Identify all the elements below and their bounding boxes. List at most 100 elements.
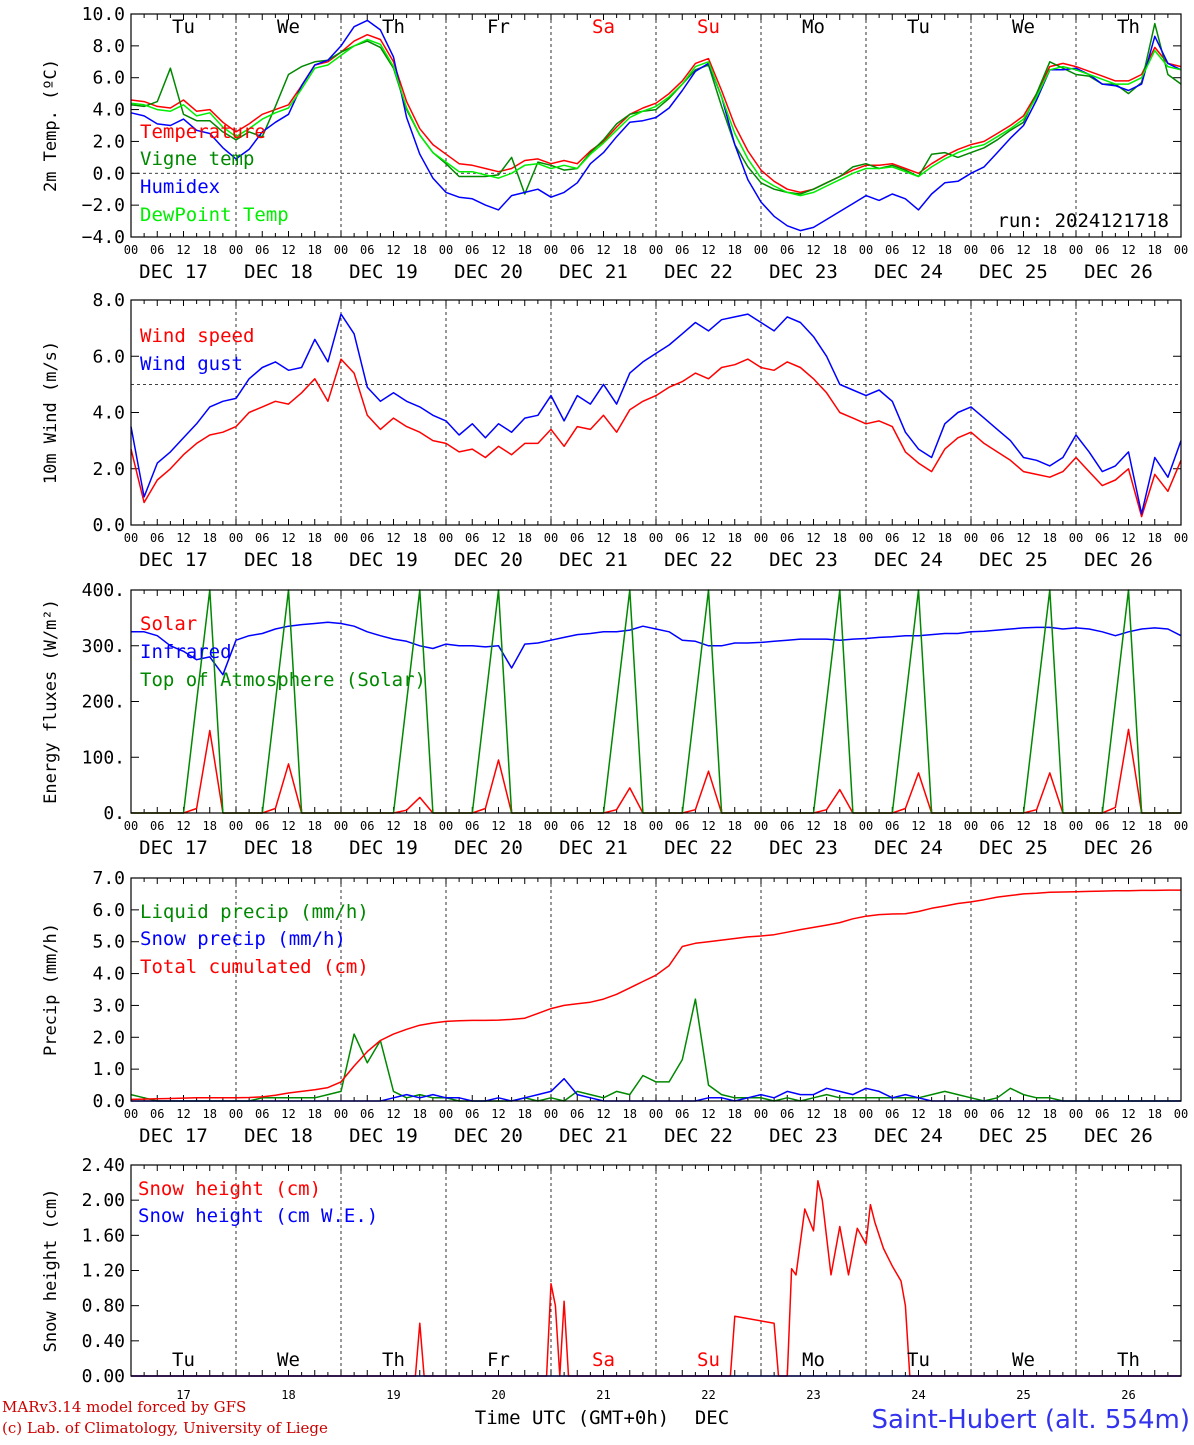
- x-hour-label: 18: [1043, 531, 1057, 545]
- x-day-number: 20: [491, 1388, 505, 1402]
- x-hour-label: 18: [1148, 819, 1162, 833]
- x-date-label: DEC 20: [454, 837, 523, 859]
- series-line-precip-2: [130, 889, 1181, 1101]
- x-hour-label: 18: [308, 819, 322, 833]
- x-date-label: DEC 22: [664, 549, 733, 571]
- legend-wind-0: Wind speed: [140, 325, 254, 347]
- x-date-label: DEC 17: [139, 549, 208, 571]
- x-hour-label: 00: [439, 243, 453, 257]
- x-date-label: DEC 25: [979, 1125, 1048, 1147]
- x-hour-label: 18: [938, 819, 952, 833]
- x-hour-label: 06: [360, 531, 374, 545]
- legend-precip-2: Total cumulated (cm): [140, 956, 369, 978]
- plot-frame: [130, 877, 1182, 1102]
- x-hour-label: 18: [1148, 531, 1162, 545]
- x-hour-label: 18: [1043, 1107, 1057, 1121]
- series-line-wind-0: [130, 358, 1182, 518]
- x-day-number: 21: [596, 1388, 610, 1402]
- y-tick-label: 2.00: [82, 1190, 125, 1211]
- x-hour-label: 12: [386, 243, 400, 257]
- x-hour-label: 06: [675, 1107, 689, 1121]
- x-date-label: DEC 26: [1084, 1125, 1153, 1147]
- y-tick-label: 300.: [82, 636, 125, 657]
- x-hour-label: 00: [964, 1107, 978, 1121]
- panel-wind: 0.0 2.0 4.0 6.0 8.0 10m Wind (m/s) Wind speed W…: [41, 290, 1188, 571]
- x-hour-label: 18: [938, 531, 952, 545]
- x-hour-label: 06: [780, 243, 794, 257]
- x-day-number: 24: [911, 1388, 925, 1402]
- panel-energy: 0. 100. 200. 300. 400. Energy fluxes (W/m²) So…: [41, 580, 1188, 859]
- x-hour-label: 00: [964, 819, 978, 833]
- x-hour-label: 06: [885, 819, 899, 833]
- x-hour-label: 18: [728, 1107, 742, 1121]
- x-hour-label: 12: [701, 243, 715, 257]
- plot-frame: [130, 589, 1182, 814]
- x-hour-label: 12: [176, 819, 190, 833]
- x-date-label: DEC 21: [559, 837, 628, 859]
- x-hour-label: 18: [1148, 243, 1162, 257]
- plot-frame: [130, 299, 1182, 526]
- y-tick-label: 2.0: [92, 131, 125, 152]
- weekday-label: We: [277, 1349, 300, 1371]
- x-hour-label: 18: [308, 531, 322, 545]
- x-hour-label: 18: [938, 243, 952, 257]
- x-hour-label: 06: [1095, 243, 1109, 257]
- weekday-label: Mo: [802, 1349, 825, 1371]
- x-hour-label: 12: [806, 243, 820, 257]
- x-date-label: DEC 21: [559, 1125, 628, 1147]
- x-hour-label: 00: [544, 243, 558, 257]
- x-hour-label: 12: [1121, 819, 1135, 833]
- series-line-snow-0: [131, 1180, 1181, 1377]
- legend-energy-1: Infrared: [140, 641, 232, 663]
- x-date-label: DEC 18: [244, 549, 313, 571]
- y-tick-label: 0.0: [92, 515, 125, 536]
- x-hour-label: 00: [964, 243, 978, 257]
- x-hour-label: 12: [281, 531, 295, 545]
- x-hour-label: 18: [308, 243, 322, 257]
- legend-temp-0: Temperature: [140, 121, 266, 143]
- y-axis-label: 10m Wind (m/s): [41, 341, 61, 484]
- x-hour-label: 06: [990, 531, 1004, 545]
- x-hour-label: 06: [780, 819, 794, 833]
- x-hour-label: 00: [1174, 243, 1188, 257]
- x-hour-label: 12: [1016, 819, 1030, 833]
- time-axis-label: Time UTC (GMT+0h): [475, 1407, 669, 1429]
- y-tick-label: 0.40: [82, 1331, 125, 1352]
- x-date-label: DEC 18: [244, 837, 313, 859]
- x-hour-label: 18: [833, 531, 847, 545]
- y-tick-label: 8.0: [92, 290, 125, 311]
- x-hour-label: 12: [596, 243, 610, 257]
- y-tick-label: 4.0: [92, 403, 125, 424]
- x-hour-label: 18: [833, 819, 847, 833]
- x-hour-label: 12: [911, 819, 925, 833]
- series-line-temp-2: [130, 19, 1182, 232]
- y-tick-label: 4.0: [92, 964, 125, 985]
- y-tick-label: 5.0: [92, 932, 125, 953]
- legend-snow-1: Snow height (cm W.E.): [138, 1205, 378, 1227]
- y-tick-label: 200.: [82, 692, 125, 713]
- y-tick-label: 2.40: [82, 1155, 125, 1176]
- legend-wind-1: Wind gust: [140, 353, 243, 375]
- x-hour-label: 00: [964, 531, 978, 545]
- x-hour-label: 06: [780, 1107, 794, 1121]
- y-tick-label: 6.0: [92, 346, 125, 367]
- x-hour-label: 06: [885, 243, 899, 257]
- x-hour-label: 00: [544, 819, 558, 833]
- x-hour-label: 00: [754, 243, 768, 257]
- y-tick-label: 0.0: [92, 1091, 125, 1112]
- y-tick-label: 7.0: [92, 868, 125, 889]
- x-hour-label: 06: [465, 1107, 479, 1121]
- legend-energy-2: Top of Atmosphere (Solar): [140, 669, 426, 691]
- legend-temp-1: Vigne temp: [140, 148, 254, 170]
- x-hour-label: 18: [518, 531, 532, 545]
- x-hour-label: 00: [124, 243, 138, 257]
- series-line-wind-1: [130, 313, 1182, 515]
- x-hour-label: 00: [439, 531, 453, 545]
- x-hour-label: 12: [911, 531, 925, 545]
- y-tick-label: 1.0: [92, 1059, 125, 1080]
- x-hour-label: 00: [859, 531, 873, 545]
- x-hour-label: 12: [701, 819, 715, 833]
- x-hour-label: 00: [229, 243, 243, 257]
- weekday-label: Sa: [592, 1349, 615, 1371]
- y-tick-label: 400.: [82, 580, 125, 601]
